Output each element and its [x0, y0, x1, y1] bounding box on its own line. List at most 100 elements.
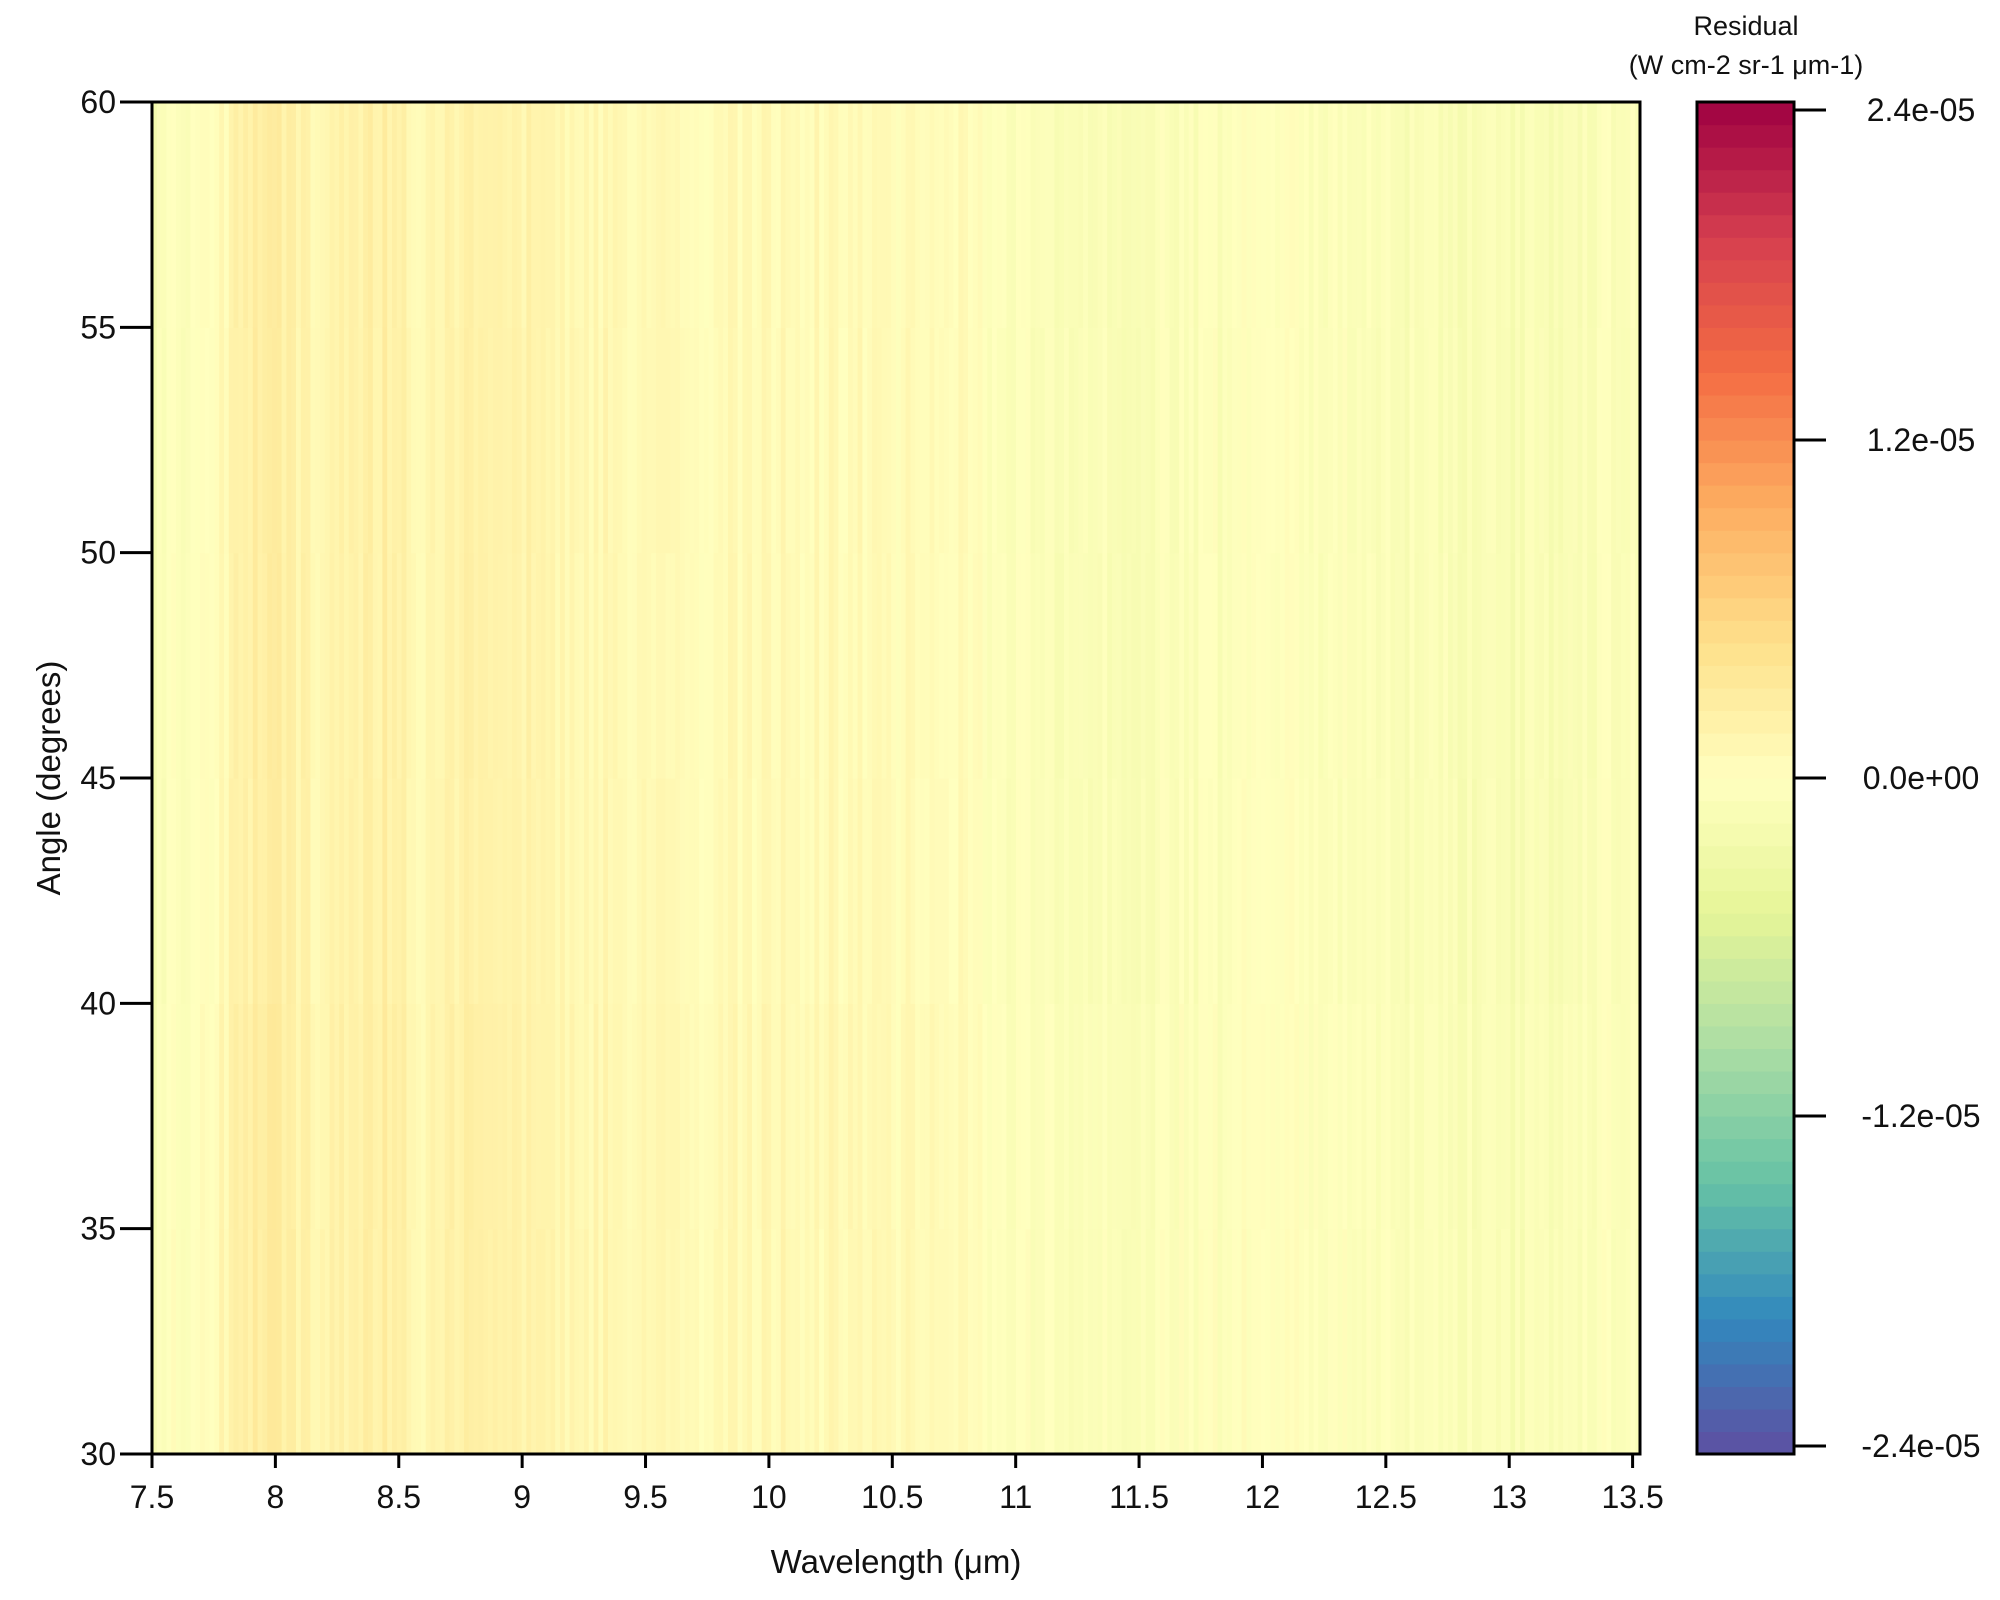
heatmap-cell — [771, 327, 777, 554]
heatmap-cell — [1548, 1003, 1555, 1230]
heatmap-cell — [747, 1003, 753, 1230]
heatmap-cell — [233, 327, 239, 554]
heatmap-cell — [1376, 102, 1382, 328]
heatmap-cell — [747, 552, 753, 779]
heatmap-cell — [1592, 778, 1598, 1004]
heatmap-cell — [1400, 102, 1406, 328]
heatmap-cell — [435, 778, 441, 1004]
heatmap-cell — [310, 102, 316, 328]
heatmap-cell — [1140, 552, 1147, 779]
heatmap-cell — [742, 1003, 748, 1230]
heatmap-cell — [483, 778, 489, 1004]
heatmap-cell — [1347, 1228, 1353, 1454]
heatmap-cell — [1592, 552, 1598, 779]
heatmap-cell — [684, 327, 691, 554]
heatmap-cell — [1088, 1228, 1094, 1454]
heatmap-cell — [1323, 552, 1329, 779]
heatmap-cell — [1044, 1228, 1051, 1454]
heatmap-cell — [1625, 552, 1631, 779]
heatmap-cell — [689, 102, 695, 328]
heatmap-cell — [257, 102, 263, 328]
heatmap-cell — [1145, 778, 1151, 1004]
heatmap-cell — [761, 552, 767, 779]
heatmap-cell — [1500, 1003, 1507, 1230]
heatmap-cell — [281, 552, 287, 779]
heatmap-cell — [1563, 1228, 1569, 1454]
heatmap-cell — [1419, 1003, 1425, 1230]
heatmap-cell — [1371, 102, 1377, 328]
heatmap-cell — [776, 327, 782, 554]
heatmap-cell — [1620, 778, 1627, 1004]
heatmap-cell — [1472, 102, 1478, 328]
heatmap-cell — [622, 552, 628, 779]
heatmap-cell — [339, 1228, 345, 1454]
heatmap-cell — [430, 1003, 436, 1230]
heatmap-cell — [1236, 778, 1243, 1004]
heatmap-cell — [1256, 1228, 1262, 1454]
heatmap-cell — [641, 102, 647, 328]
heatmap-cell — [996, 1003, 1003, 1230]
heatmap-cell — [689, 778, 695, 1004]
heatmap-cell — [627, 1003, 633, 1230]
heatmap-cell — [1587, 1228, 1593, 1454]
heatmap-cell — [190, 102, 196, 328]
heatmap-cell — [185, 1003, 191, 1230]
heatmap-cell — [1280, 1003, 1286, 1230]
heatmap-cell — [478, 778, 484, 1004]
heatmap-cell — [344, 327, 350, 554]
heatmap-cell — [1270, 552, 1276, 779]
heatmap-cell — [756, 778, 763, 1004]
heatmap-cell — [406, 552, 412, 779]
heatmap-cell — [411, 1003, 417, 1230]
heatmap-cell — [1102, 327, 1108, 554]
heatmap-cell — [1496, 102, 1502, 328]
heatmap-cell — [934, 1003, 940, 1230]
heatmap-cell — [1572, 102, 1579, 328]
colorbar-band — [1697, 417, 1794, 441]
heatmap-cell — [1121, 1228, 1127, 1454]
heatmap-cell — [814, 1003, 820, 1230]
heatmap-cell — [1496, 778, 1502, 1004]
heatmap-cell — [977, 327, 983, 554]
heatmap-cell — [939, 1228, 945, 1454]
heatmap-cell — [934, 552, 940, 779]
heatmap-cell — [704, 552, 710, 779]
heatmap-cell — [1078, 778, 1084, 1004]
heatmap-cell — [1577, 1003, 1583, 1230]
heatmap-cell — [1179, 552, 1185, 779]
heatmap-cell — [1577, 778, 1583, 1004]
heatmap-cell — [161, 327, 167, 554]
heatmap-cell — [579, 102, 585, 328]
heatmap-cell — [1174, 552, 1180, 779]
heatmap-cell — [1078, 1228, 1084, 1454]
heatmap-cell — [416, 327, 422, 554]
heatmap-cell — [977, 778, 983, 1004]
heatmap-cell — [608, 102, 614, 328]
heatmap-cell — [1582, 1003, 1588, 1230]
heatmap-cell — [488, 552, 494, 779]
heatmap-cell — [804, 1228, 811, 1454]
x-tick-label: 8 — [266, 1479, 284, 1515]
heatmap-cell — [1385, 1228, 1391, 1454]
heatmap-cell — [1289, 102, 1295, 328]
heatmap-cell — [1371, 552, 1377, 779]
heatmap-cell — [1184, 102, 1190, 328]
heatmap-cell — [656, 552, 662, 779]
heatmap-cell — [454, 778, 460, 1004]
heatmap-cell — [641, 1003, 647, 1230]
heatmap-cell — [622, 102, 628, 328]
heatmap-cell — [1294, 778, 1300, 1004]
heatmap-cell — [833, 1003, 839, 1230]
heatmap-cell — [286, 102, 292, 328]
heatmap-cell — [1179, 102, 1185, 328]
heatmap-cell — [444, 552, 451, 779]
heatmap-cell — [1467, 327, 1473, 554]
heatmap-cell — [896, 552, 902, 779]
heatmap-cell — [1438, 1228, 1444, 1454]
heatmap-cell — [1635, 327, 1640, 554]
heatmap-cell — [1030, 327, 1036, 554]
colorbar-band — [1697, 1273, 1794, 1297]
heatmap-cell — [910, 102, 916, 328]
heatmap-cell — [1107, 102, 1113, 328]
heatmap-cell — [507, 778, 513, 1004]
